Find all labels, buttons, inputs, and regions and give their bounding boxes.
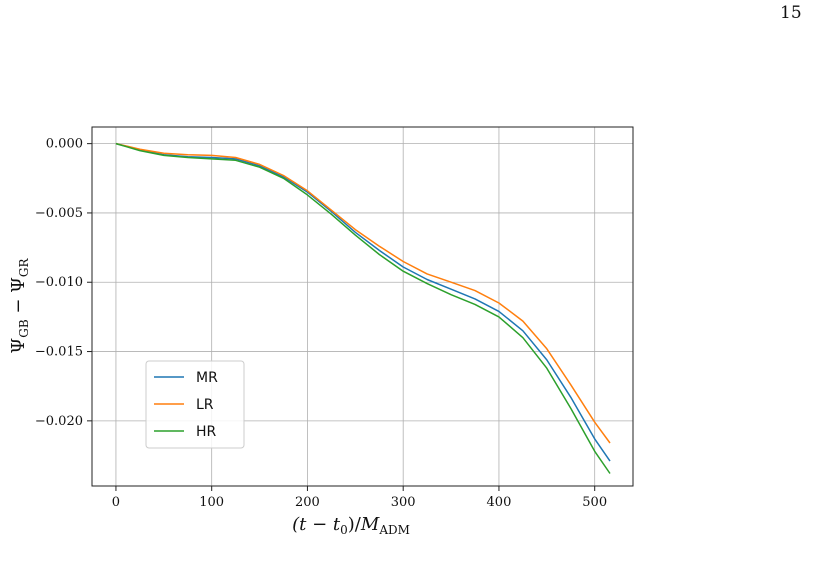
- y-axis-label: ΨGB − ΨGR: [8, 257, 31, 353]
- grid: [92, 127, 633, 486]
- legend-label-mr: MR: [196, 370, 218, 386]
- legend-label-lr: LR: [196, 397, 214, 413]
- y-tick-label: −0.020: [35, 414, 83, 429]
- series-line-mr: [115, 142, 611, 462]
- series-line-lr: [115, 142, 611, 444]
- series-lines: [115, 142, 611, 474]
- x-tick-label: 0: [112, 495, 120, 510]
- y-tick-label: −0.010: [35, 275, 83, 290]
- series-line-hr: [115, 142, 611, 474]
- legend-label-hr: HR: [196, 424, 217, 440]
- x-axis-label-subscript: ADM: [378, 523, 410, 537]
- page-number: 15: [780, 3, 802, 23]
- x-tick-label: 100: [199, 495, 224, 510]
- x-tick-label: 500: [582, 495, 607, 510]
- x-tick-label: 300: [391, 495, 416, 510]
- y-tick-label: 0.000: [46, 137, 83, 152]
- plot-frame: [91, 126, 634, 487]
- y-tick-label: −0.005: [35, 206, 83, 221]
- axis-ticks: 0 100 200 300 400 500 0.000 −0.005 −0.010 −0.015 −…: [35, 137, 607, 510]
- legend: MR LR HR: [145, 360, 245, 449]
- x-tick-label: 200: [295, 495, 320, 510]
- y-tick-label: −0.015: [35, 345, 83, 360]
- x-tick-label: 400: [487, 495, 512, 510]
- legend-box: [145, 360, 245, 449]
- x-axis-label: (t − t0)/MADM: [292, 514, 410, 537]
